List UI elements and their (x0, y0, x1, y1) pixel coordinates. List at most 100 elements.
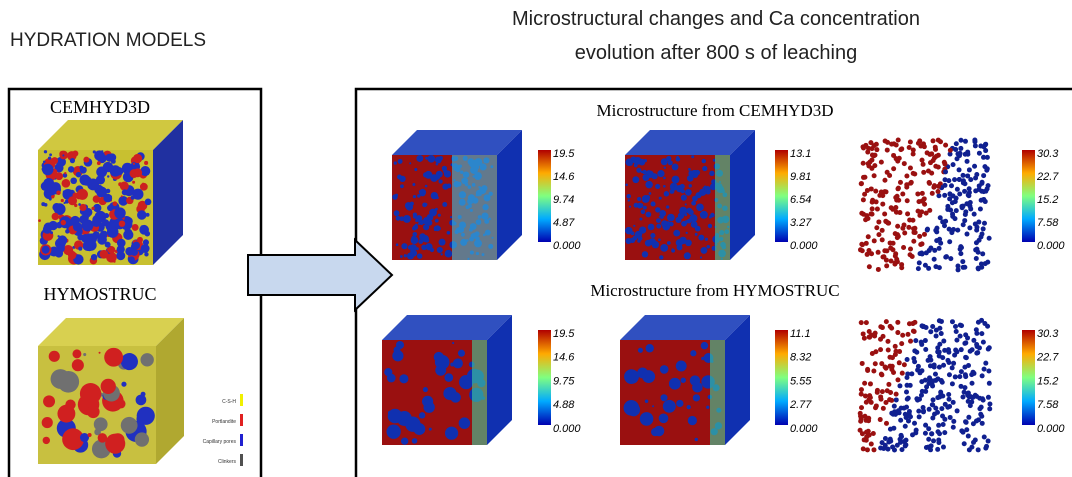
blob (701, 214, 703, 216)
particle (927, 181, 932, 186)
particle (935, 349, 940, 354)
particle (880, 255, 885, 260)
particle (965, 232, 970, 237)
blob (446, 250, 450, 254)
particle (893, 231, 898, 236)
particle (868, 381, 873, 386)
blob (114, 207, 125, 218)
particle (921, 170, 926, 175)
particle (861, 446, 866, 451)
particle (895, 330, 900, 335)
left-title: HYDRATION MODELS (10, 30, 206, 51)
particle (936, 165, 941, 170)
particle (967, 186, 972, 191)
colorbar (775, 330, 788, 425)
blob (651, 428, 659, 436)
particle (906, 225, 911, 230)
legend-swatch (240, 394, 243, 406)
blob (49, 351, 60, 362)
particle (984, 168, 989, 173)
blob (642, 174, 649, 181)
particle (974, 331, 979, 336)
blob (76, 172, 82, 178)
blob (119, 220, 125, 226)
particle (938, 215, 943, 220)
particle (957, 192, 962, 197)
blob (439, 239, 446, 246)
blob (384, 368, 392, 376)
blob (637, 367, 648, 378)
blob (409, 162, 411, 164)
blob (58, 235, 68, 245)
blob (688, 168, 691, 171)
blob (132, 242, 140, 250)
blob (443, 169, 447, 173)
particle (899, 265, 904, 270)
particle (941, 445, 946, 450)
legend-label: C-S-H (222, 399, 236, 405)
particle (928, 363, 933, 368)
particle (936, 193, 941, 198)
blob (629, 162, 633, 166)
particle (936, 438, 941, 443)
blob (698, 235, 704, 241)
particle (911, 356, 916, 361)
particle (878, 337, 883, 342)
particle (920, 241, 925, 246)
particle (901, 245, 906, 250)
particle (910, 432, 915, 437)
particle (957, 177, 962, 182)
particle (929, 431, 934, 436)
blob (693, 394, 700, 401)
particle (880, 237, 885, 242)
colorbar-tick-label: 2.77 (789, 399, 812, 411)
blob (425, 185, 428, 188)
colorbar-tick-label: 22.7 (1036, 352, 1059, 364)
particle (936, 189, 941, 194)
particle (986, 395, 991, 400)
particle (908, 339, 913, 344)
particle (936, 423, 941, 428)
particle (887, 355, 892, 360)
blob (72, 150, 78, 156)
particle (895, 377, 900, 382)
particle (905, 397, 910, 402)
particle (951, 162, 956, 167)
particle (963, 340, 968, 345)
particle (903, 442, 908, 447)
particle (888, 437, 893, 442)
blob (626, 194, 631, 199)
blob (639, 203, 644, 208)
blob (676, 400, 683, 407)
colorbar-tick-label: 3.27 (790, 217, 812, 229)
blob (107, 175, 109, 177)
particle (888, 240, 893, 245)
row-title: Microstructure from CEMHYD3D (596, 101, 833, 120)
blob (83, 353, 86, 356)
particle (859, 181, 864, 186)
blob (62, 179, 71, 188)
blob (431, 192, 438, 199)
blob (624, 369, 639, 384)
blob (638, 348, 643, 353)
particle (866, 161, 871, 166)
blob (634, 160, 639, 165)
blob (56, 191, 60, 195)
particle (893, 344, 898, 349)
colorbar-tick-label: 14.6 (553, 171, 575, 183)
blob (685, 189, 692, 196)
particle (933, 147, 938, 152)
particle (917, 234, 922, 239)
particle (981, 226, 986, 231)
blob (673, 230, 680, 237)
blob (658, 238, 661, 241)
blob (417, 253, 423, 259)
particle (947, 191, 952, 196)
particle (885, 339, 890, 344)
particle (924, 445, 929, 450)
particle (860, 431, 865, 436)
blob (137, 237, 143, 243)
particle (876, 250, 881, 255)
blob (669, 189, 674, 194)
blob (73, 222, 82, 231)
